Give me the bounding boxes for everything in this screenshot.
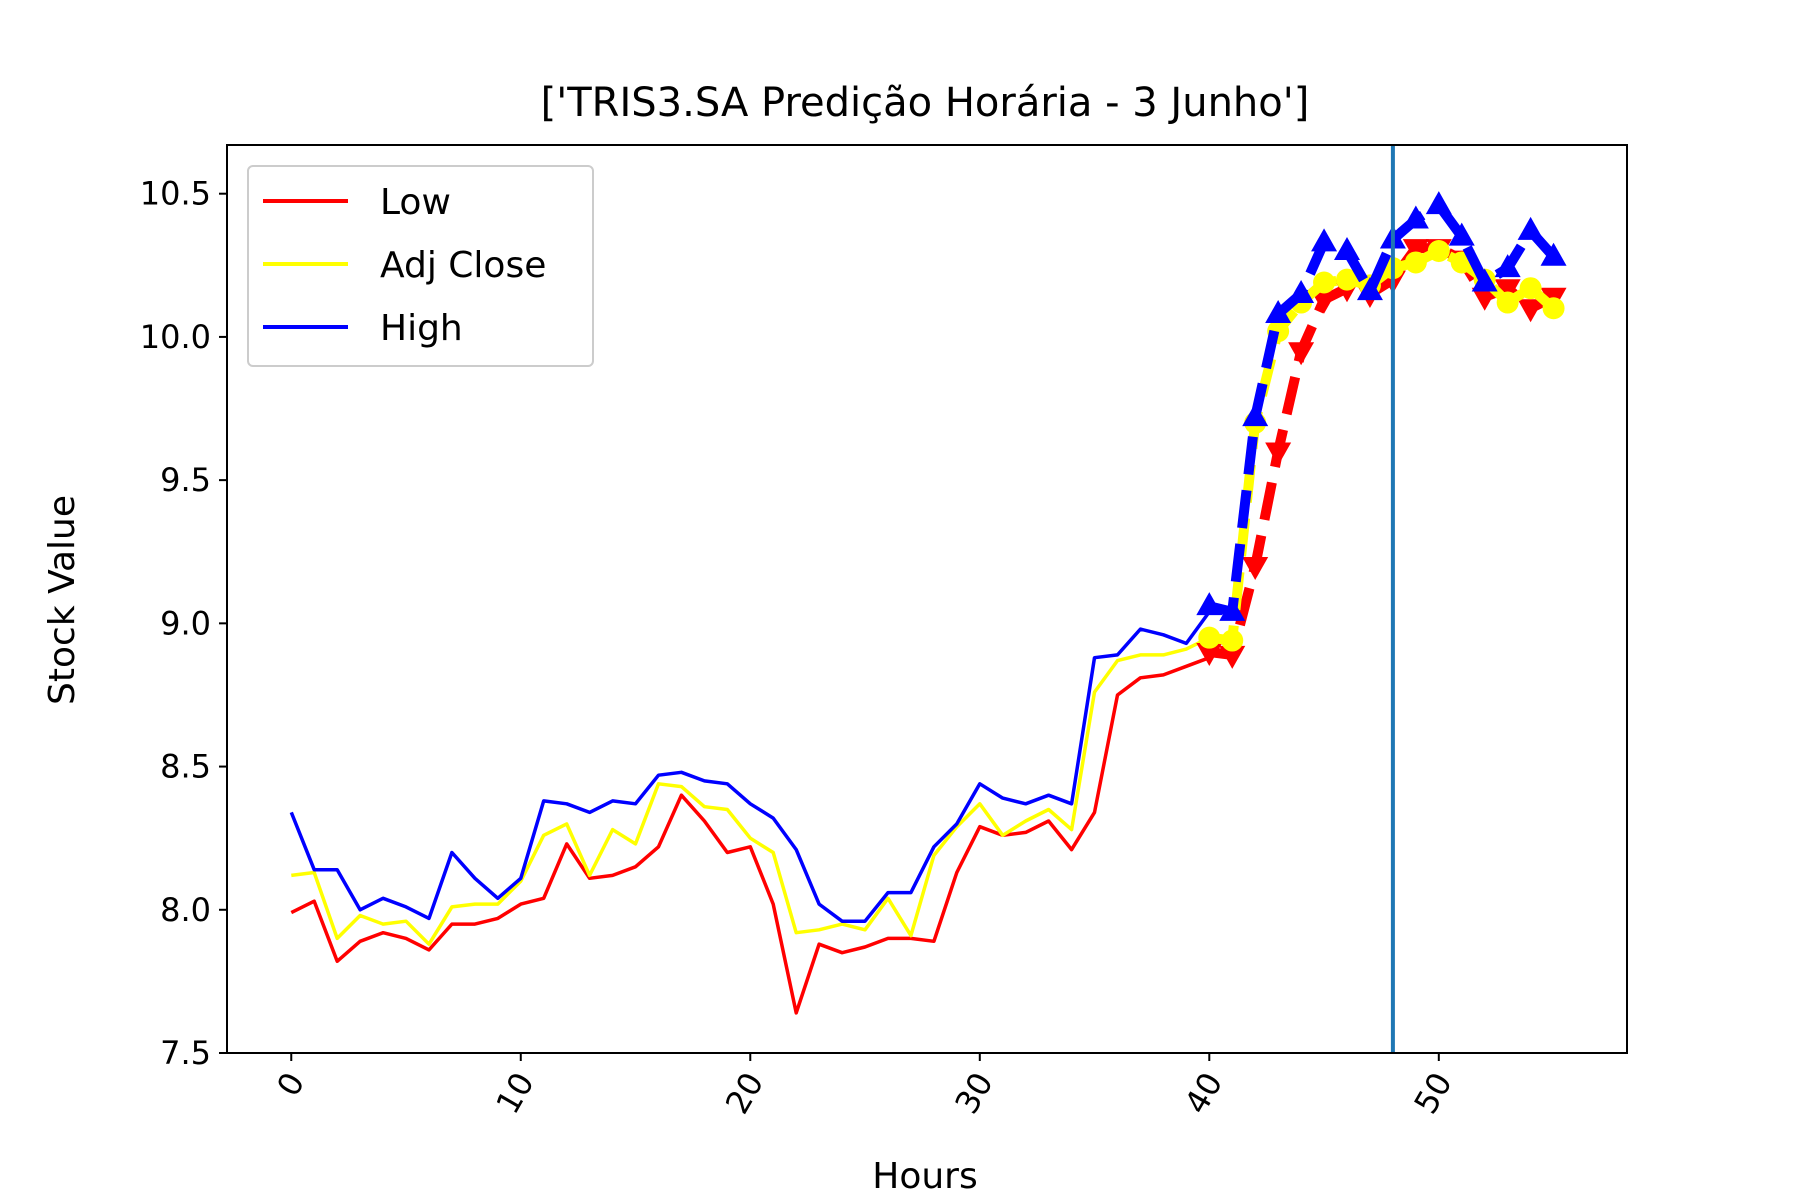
prediction-point-low <box>1288 342 1315 366</box>
prediction-point-low <box>1196 642 1223 666</box>
prediction-point-adj <box>1427 239 1450 262</box>
y-tick-label: 9.0 <box>160 604 211 642</box>
prediction-point-adj <box>1313 271 1336 294</box>
prediction-point-adj <box>1542 297 1565 320</box>
prediction-point-high <box>1334 236 1360 260</box>
prediction-point-adj <box>1336 268 1358 291</box>
prediction-point-high <box>1517 216 1544 240</box>
prediction-point-high <box>1311 228 1338 252</box>
prediction-point-high <box>1494 254 1521 278</box>
prediction-point-high <box>1471 268 1498 292</box>
legend-label-adj: Adj Close <box>380 245 546 286</box>
chart-title: ['TRIS3.SA Predição Horária - 3 Junho'] <box>541 80 1310 126</box>
y-tick-label: 10.5 <box>140 175 211 213</box>
prediction-point-low <box>1402 239 1429 263</box>
y-tick-label: 10.0 <box>140 318 211 356</box>
prediction-point-high <box>1448 222 1475 246</box>
prediction-point-low <box>1471 287 1498 311</box>
prediction-point-adj <box>1404 251 1427 274</box>
prediction-point-adj <box>1198 626 1221 649</box>
legend-box <box>247 165 594 367</box>
prediction-point-low <box>1219 645 1246 669</box>
y-axis-label: Stock Value <box>42 495 83 705</box>
prediction-point-low <box>1311 290 1338 314</box>
x-axis-label: Hours <box>872 1156 977 1197</box>
series-line-adj <box>291 636 1211 946</box>
plot-area <box>289 145 1567 1053</box>
prediction-point-high <box>1219 597 1246 621</box>
prediction-point-low <box>1517 299 1544 323</box>
prediction-point-low <box>1242 557 1269 581</box>
y-tick-label: 9.5 <box>160 461 211 499</box>
prediction-point-high <box>1356 277 1383 301</box>
legend: Low Adj Close High <box>247 165 594 367</box>
y-tick-label: 8.0 <box>160 891 211 929</box>
prediction-line-high <box>1208 200 1558 617</box>
y-tick-label: 7.5 <box>160 1034 211 1072</box>
prediction-point-low <box>1265 442 1292 466</box>
prediction-point-high <box>1402 205 1429 229</box>
series-line-high <box>289 610 1211 923</box>
prediction-point-adj <box>1519 277 1542 300</box>
plot-frame <box>226 144 1628 1054</box>
prediction-point-adj <box>1221 629 1244 652</box>
prediction-point-low <box>1494 279 1521 303</box>
prediction-point-high <box>1242 403 1269 427</box>
prediction-point-high <box>1540 242 1567 266</box>
y-tick-label: 8.5 <box>160 748 211 786</box>
prediction-point-high <box>1265 299 1292 323</box>
prediction-point-high <box>1425 191 1452 215</box>
legend-label-high: High <box>380 308 463 349</box>
prediction-point-adj <box>1496 291 1519 314</box>
prediction-point-high <box>1196 592 1223 616</box>
series-line-low <box>290 656 1210 1015</box>
prediction-point-high <box>1288 279 1315 303</box>
legend-label-low: Low <box>380 182 451 223</box>
